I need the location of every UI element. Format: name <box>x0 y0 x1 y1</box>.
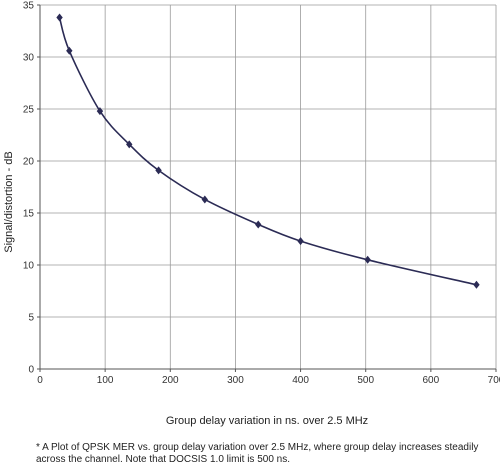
data-point-marker <box>201 195 209 204</box>
data-point-marker <box>155 166 162 175</box>
x-tick-label: 400 <box>292 375 309 386</box>
y-tick-label: 30 <box>23 53 35 64</box>
y-tick-label: 20 <box>23 157 35 168</box>
data-point-marker <box>96 107 104 116</box>
x-tick-label: 700 <box>488 375 500 386</box>
data-point-marker <box>56 13 63 22</box>
data-point-marker <box>473 280 480 289</box>
y-tick-label: 5 <box>28 313 34 324</box>
data-point-marker <box>364 255 371 264</box>
series-line <box>58 17 477 286</box>
tick-labels: 0 100 200 300 400 500 600 700 0 5 10 15 20 25 30 35 <box>23 1 500 387</box>
axes <box>37 4 497 372</box>
data-point-marker <box>126 140 133 149</box>
data-point-marker <box>297 237 304 246</box>
data-markers <box>56 13 480 289</box>
x-tick-label: 200 <box>162 375 179 386</box>
x-tick-label: 600 <box>423 375 440 386</box>
x-tick-label: 500 <box>357 375 374 386</box>
y-axis-label: Signal/distortion - dB <box>3 151 15 253</box>
data-point-marker <box>255 220 262 229</box>
y-tick-label: 15 <box>23 209 35 220</box>
line-chart: 0 100 200 300 400 500 600 700 0 5 10 15 20 25 30 35 Gro… <box>3 1 500 428</box>
chart-caption: * A Plot of QPSK MER vs. group delay var… <box>36 442 479 465</box>
x-tick-label: 100 <box>97 375 114 386</box>
x-tick-label: 0 <box>37 375 43 386</box>
y-tick-label: 35 <box>23 1 35 12</box>
y-tick-label: 0 <box>28 365 34 376</box>
x-tick-label: 300 <box>227 375 244 386</box>
y-tick-label: 10 <box>23 261 35 272</box>
grid-lines <box>40 4 497 369</box>
x-axis-label: Group delay variation in ns. over 2.5 MH… <box>166 415 368 427</box>
data-point-marker <box>66 46 73 55</box>
y-tick-label: 25 <box>23 105 35 116</box>
